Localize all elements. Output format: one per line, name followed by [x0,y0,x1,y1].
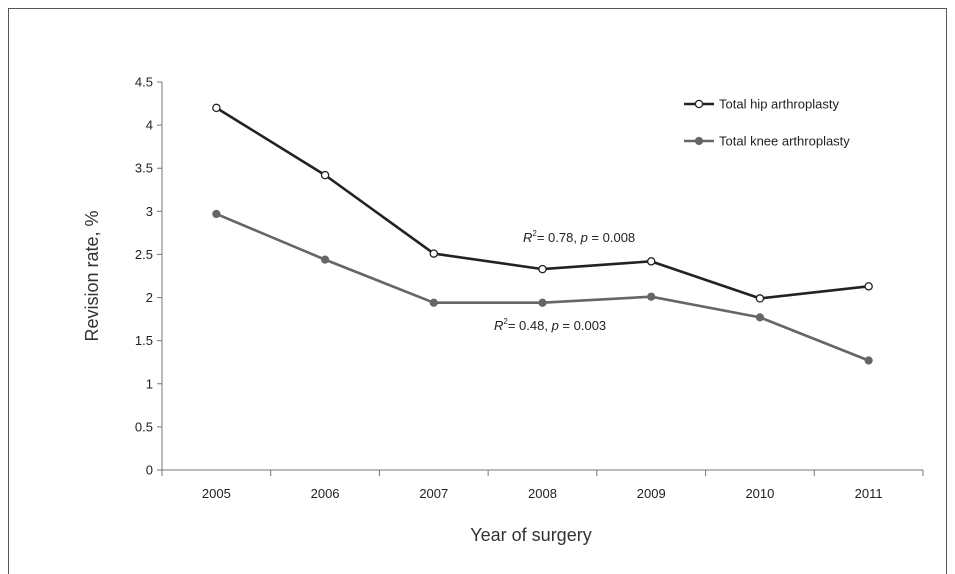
legend-label: Total knee arthroplasty [719,134,850,149]
data-point [755,294,765,303]
annotation-p-symbol: p [551,318,559,333]
series-knee [212,209,873,365]
data-point [864,282,873,291]
y-axis-title: Revision rate, % [82,210,102,341]
axes: 0 0.5 1 1.5 2 2.5 3 3.5 4 4.5 2005 2006 2007 2008 2009… [135,75,924,501]
y-tick-label: 3.5 [135,161,153,176]
legend: Total hip arthroplasty Total knee arthrop… [684,97,850,149]
y-tick-label: 4.5 [135,75,153,90]
x-tick-label: 2005 [202,486,231,501]
annotation-p-value: = 0.008 [588,230,635,245]
legend-marker [694,136,704,146]
data-point [212,209,221,219]
y-tick-label: 2.5 [135,247,153,262]
series-layer [212,103,873,365]
annotation-r2-value: = 0.78, [537,230,581,245]
x-tick-label: 2010 [745,486,774,501]
x-tick-label: 2009 [637,486,666,501]
legend-marker [694,99,704,109]
data-point [646,257,656,266]
data-point [429,249,439,258]
data-point [429,298,438,307]
y-tick-label: 2 [146,290,153,305]
y-tick-label: 1 [146,376,153,391]
y-tick-label: 4 [146,118,153,133]
annotation-stat: R2= 0.48, p = 0.003 [494,317,606,333]
data-point [212,103,221,113]
y-tick-label: 0.5 [135,419,153,434]
data-point [538,298,547,307]
legend-label: Total hip arthroplasty [719,97,839,112]
x-tick-label: 2006 [311,486,340,501]
annotation-superscript: 2 [503,317,508,326]
x-tick-label: 2011 [855,486,883,501]
data-point [755,313,765,322]
data-point [320,170,330,180]
y-tick-label: 3 [146,204,153,219]
annotation-r-symbol: R [523,230,532,245]
data-point [647,292,656,301]
data-point [320,255,330,264]
figure-frame [8,8,947,574]
annotation-stat: R2= 0.78, p = 0.008 [523,229,635,245]
series-hip [212,103,873,303]
annotation-superscript: 2 [532,229,537,238]
data-point [538,264,547,274]
x-axis-title: Year of surgery [470,525,591,545]
legend-item: Total hip arthroplasty [684,97,839,112]
annotation-r2-value: = 0.48, [508,318,552,333]
annotation-p-value: = 0.003 [559,318,606,333]
x-tick-label: 2007 [419,486,448,501]
legend-item: Total knee arthroplasty [684,134,850,149]
y-tick-label: 1.5 [135,333,153,348]
annotation-p-symbol: p [580,230,588,245]
y-tick-label: 0 [146,463,153,478]
x-tick-label: 2008 [528,486,557,501]
data-point [864,356,873,365]
annotation-r-symbol: R [494,318,503,333]
